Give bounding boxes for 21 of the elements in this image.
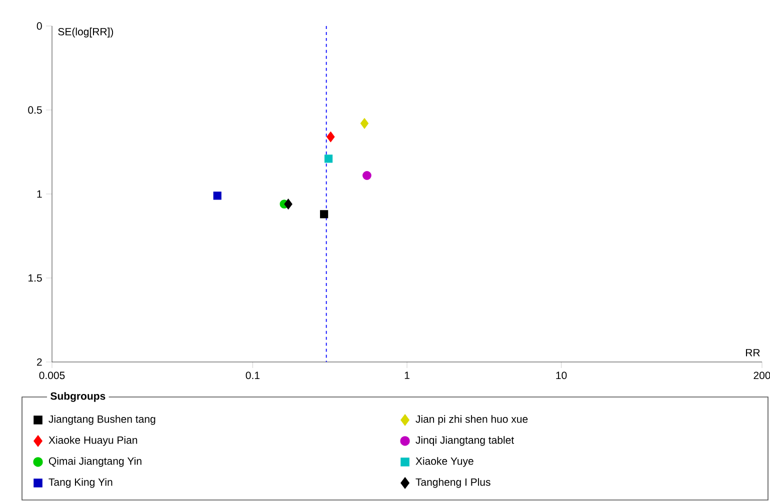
x-tick-label: 200 — [754, 372, 770, 380]
y-tick-label: 1.5 — [28, 274, 42, 282]
x-tick-label: 1 — [404, 372, 410, 379]
legend-label: Jian pi zhi shen huo xue — [416, 415, 528, 425]
x-tick-label: 0.1 — [246, 372, 260, 380]
legend-title: Subgroups — [50, 392, 106, 402]
legend-label: Xiaoke Yuye — [416, 457, 474, 467]
legend-label: Jiangtang Bushen tang — [48, 415, 156, 425]
x-tick-label: 0.005 — [39, 372, 65, 380]
legend-label: Qimai Jiangtang Yin — [48, 457, 142, 467]
x-axis-title: RR — [746, 349, 760, 356]
legend-label: Tangheng I Plus — [416, 478, 490, 488]
x-tick-label: 10 — [556, 372, 567, 380]
y-tick-label: 0.5 — [28, 106, 42, 114]
y-axis-title: SE(log[RR]) — [58, 28, 114, 38]
legend-label: Jinqi Jiangtang tablet — [416, 436, 514, 446]
y-tick-label: 0 — [36, 22, 42, 30]
legend-label: Tang King Yin — [48, 478, 112, 488]
y-tick-label: 1 — [37, 190, 42, 198]
y-tick-label: 2 — [37, 358, 42, 366]
legend-label: Xiaoke Huayu Pian — [48, 436, 138, 446]
